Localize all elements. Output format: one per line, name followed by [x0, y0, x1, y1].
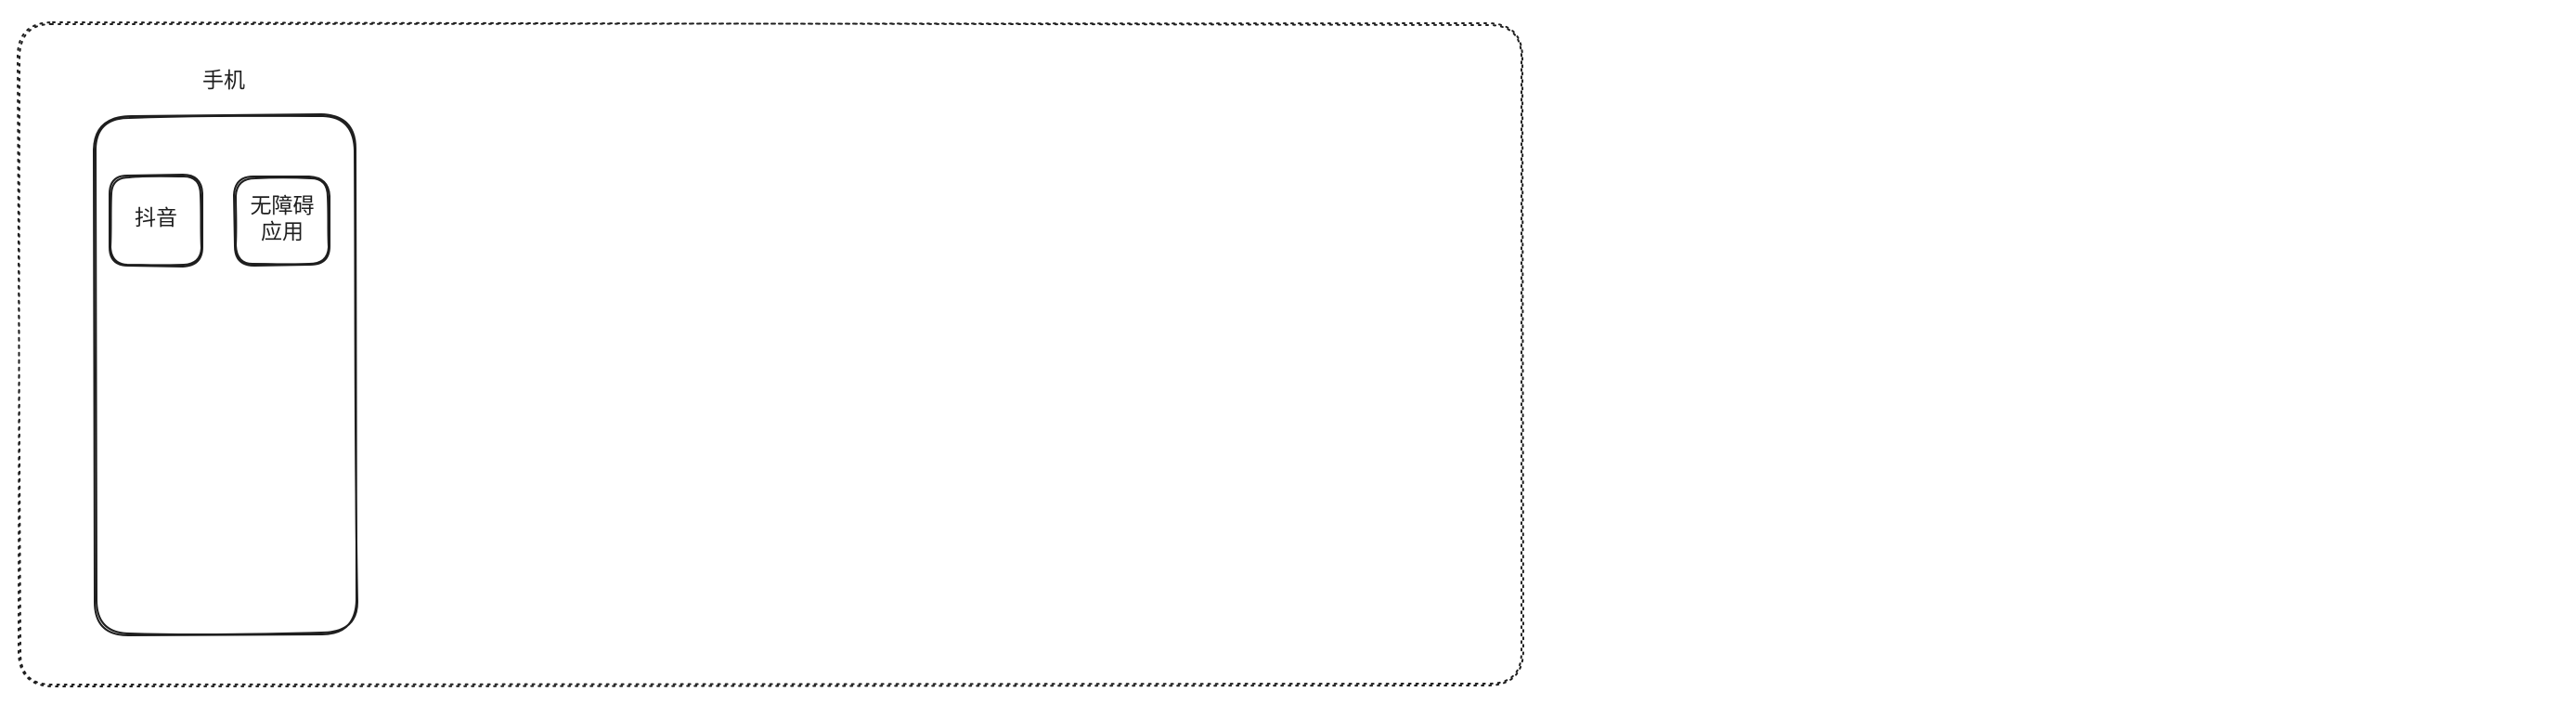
app-label-accessibility-app: 无障碍 应用 — [250, 194, 315, 244]
app-icon-accessibility-app[interactable] — [232, 176, 330, 268]
app-label-douyin: 抖音 — [135, 206, 177, 230]
phone-frame[interactable] — [92, 112, 359, 637]
app-icon-douyin[interactable] — [109, 173, 203, 268]
outer-container[interactable] — [16, 20, 1525, 688]
phone-label: 手机 — [202, 69, 245, 93]
